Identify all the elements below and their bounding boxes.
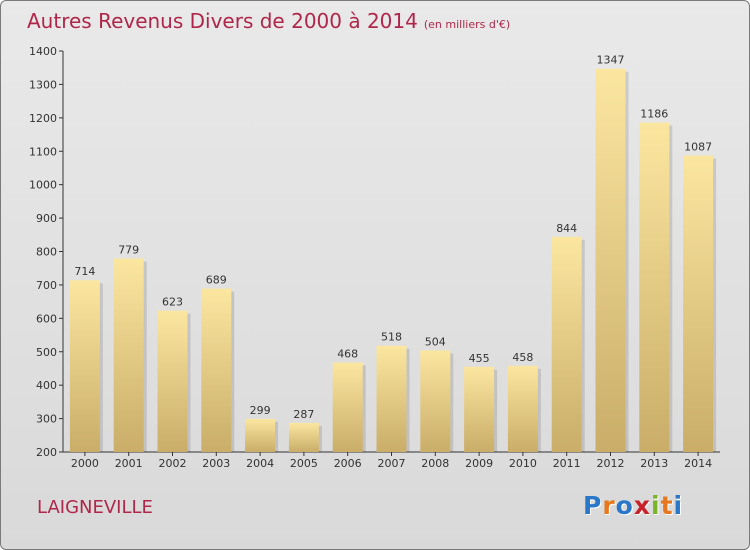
logo-letter: P <box>583 491 603 520</box>
proxiti-logo: Proxiti <box>583 491 683 520</box>
bar <box>376 345 407 452</box>
bar <box>639 122 670 453</box>
bar <box>332 362 363 452</box>
logo-letter: x <box>633 491 651 520</box>
data-label: 299 <box>250 404 271 417</box>
x-tick-label: 2004 <box>246 457 274 470</box>
bar <box>113 258 144 452</box>
x-tick-label: 2003 <box>202 457 230 470</box>
y-tick-label: 400 <box>36 379 57 392</box>
logo-letter: i <box>651 491 661 520</box>
data-label: 1347 <box>597 54 625 67</box>
x-tick-label: 2012 <box>597 457 625 470</box>
x-tick-label: 2014 <box>684 457 712 470</box>
data-label: 458 <box>512 351 533 364</box>
x-tick-label: 2007 <box>378 457 406 470</box>
bar <box>464 366 495 452</box>
x-tick-label: 2009 <box>465 457 493 470</box>
x-tick-label: 2006 <box>334 457 362 470</box>
data-label: 518 <box>381 331 402 344</box>
y-tick-label: 1100 <box>29 145 57 158</box>
data-label: 779 <box>118 244 139 257</box>
bar <box>69 280 100 452</box>
data-label: 1087 <box>684 141 712 154</box>
y-tick-label: 300 <box>36 413 57 426</box>
y-tick-label: 1000 <box>29 179 57 192</box>
logo-letter: r <box>602 491 616 520</box>
data-label: 287 <box>293 408 314 421</box>
y-tick-label: 200 <box>36 446 57 459</box>
bar <box>420 350 451 452</box>
data-label: 623 <box>162 296 183 309</box>
bars: 714 779 623 689 299 287 468 518 504 455 458 844 1347… <box>69 54 717 453</box>
y-tick-label: 900 <box>36 212 57 225</box>
y-tick-label: 700 <box>36 279 57 292</box>
x-tick-label: 2011 <box>553 457 581 470</box>
bar <box>288 422 319 452</box>
y-tick-label: 1400 <box>29 45 57 58</box>
data-label: 504 <box>425 335 446 348</box>
data-label: 844 <box>556 222 577 235</box>
title-text: Autres Revenus Divers de 2000 à 2014 <box>27 9 418 33</box>
data-label: 1186 <box>640 108 668 121</box>
y-tick-label: 1300 <box>29 78 57 91</box>
logo-letter: o <box>615 491 634 520</box>
bar <box>551 236 582 452</box>
chart-title: Autres Revenus Divers de 2000 à 2014 (en … <box>27 9 510 33</box>
chart-subtitle: (en milliers d'€) <box>423 18 511 31</box>
y-tick-label: 800 <box>36 246 57 259</box>
bar <box>157 310 188 452</box>
bar <box>245 418 276 452</box>
x-tick-label: 2002 <box>159 457 187 470</box>
bar <box>595 68 626 453</box>
x-tick-label: 2005 <box>290 457 318 470</box>
commune-name: LAIGNEVILLE <box>37 497 153 518</box>
x-tick-label: 2000 <box>71 457 99 470</box>
data-label: 714 <box>74 265 95 278</box>
bar <box>201 288 232 452</box>
data-label: 689 <box>206 274 227 287</box>
logo-letter: i <box>673 491 684 520</box>
y-tick-label: 500 <box>36 346 57 359</box>
x-tick-label: 2008 <box>421 457 449 470</box>
data-label: 468 <box>337 347 358 360</box>
axes: 200 300 400 500 600 700 800 900 1000 1100 1200 1300… <box>29 45 720 470</box>
data-label: 455 <box>469 352 490 365</box>
bar <box>683 155 714 452</box>
y-tick-label: 1200 <box>29 112 57 125</box>
logo-letter: t <box>660 491 674 520</box>
x-tick-label: 2013 <box>640 457 668 470</box>
x-tick-label: 2010 <box>509 457 537 470</box>
bar <box>507 365 538 452</box>
y-tick-label: 600 <box>36 312 57 325</box>
x-tick-label: 2001 <box>115 457 143 470</box>
